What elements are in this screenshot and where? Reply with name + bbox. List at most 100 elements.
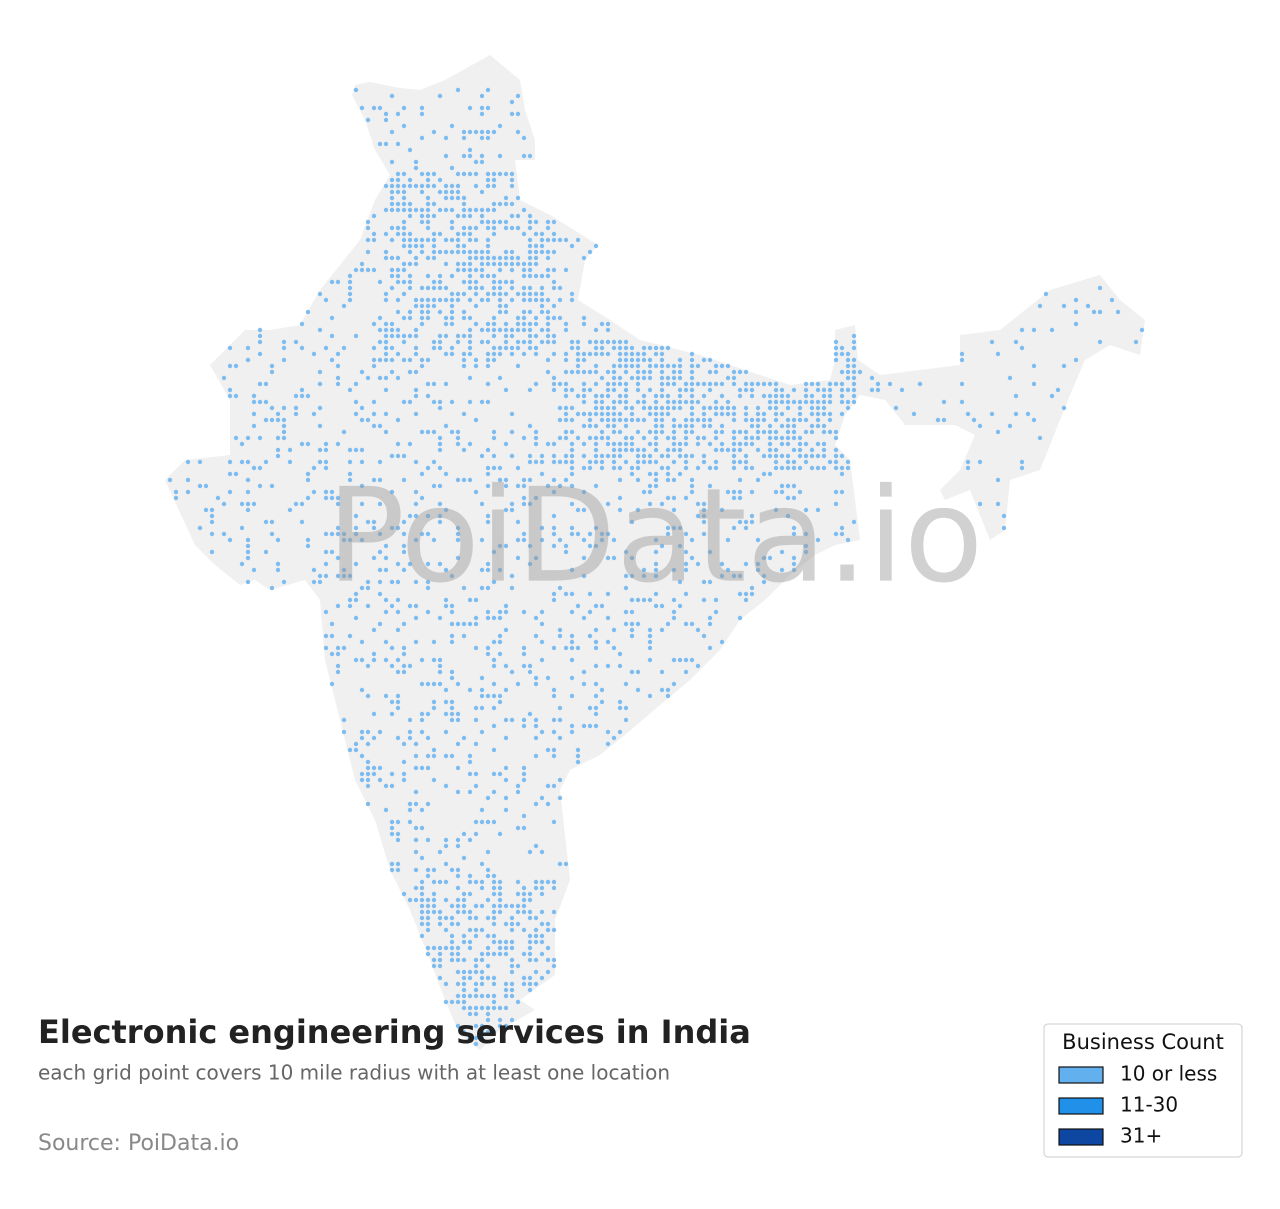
grid-point: [305, 543, 311, 549]
grid-point: [431, 747, 437, 753]
grid-point: [347, 285, 353, 291]
grid-point: [413, 261, 419, 267]
grid-point: [431, 891, 437, 897]
grid-point: [395, 189, 401, 195]
grid-point: [659, 423, 665, 429]
grid-point: [557, 483, 563, 489]
grid-point: [1001, 513, 1007, 519]
grid-point: [467, 759, 473, 765]
grid-point: [557, 237, 563, 243]
grid-point: [497, 267, 503, 273]
grid-point: [383, 639, 389, 645]
grid-point: [785, 393, 791, 399]
grid-point: [437, 249, 443, 255]
grid-point: [509, 225, 515, 231]
grid-point: [593, 681, 599, 687]
grid-point: [485, 483, 491, 489]
grid-point: [995, 501, 1001, 507]
grid-point: [611, 423, 617, 429]
grid-point: [557, 315, 563, 321]
grid-point: [545, 249, 551, 255]
grid-point: [491, 921, 497, 927]
grid-point: [401, 315, 407, 321]
grid-point: [509, 255, 515, 261]
grid-point: [461, 903, 467, 909]
grid-point: [503, 795, 509, 801]
grid-point: [449, 345, 455, 351]
grid-point: [467, 1011, 473, 1017]
grid-point: [407, 213, 413, 219]
grid-point: [617, 441, 623, 447]
grid-point: [623, 417, 629, 423]
grid-point: [671, 369, 677, 375]
grid-point: [389, 783, 395, 789]
grid-point: [599, 465, 605, 471]
grid-point: [473, 279, 479, 285]
grid-point: [467, 231, 473, 237]
grid-point: [185, 459, 191, 465]
grid-point: [479, 399, 485, 405]
grid-point: [749, 381, 755, 387]
grid-point: [425, 579, 431, 585]
grid-point: [695, 417, 701, 423]
grid-point: [767, 399, 773, 405]
grid-point: [629, 411, 635, 417]
grid-point: [389, 321, 395, 327]
grid-point: [389, 579, 395, 585]
grid-point: [515, 363, 521, 369]
grid-point: [347, 633, 353, 639]
grid-point: [509, 333, 515, 339]
grid-point: [479, 819, 485, 825]
grid-point: [491, 129, 497, 135]
grid-point: [395, 657, 401, 663]
grid-point: [725, 537, 731, 543]
grid-point: [719, 405, 725, 411]
grid-point: [395, 279, 401, 285]
grid-point: [521, 777, 527, 783]
grid-point: [419, 105, 425, 111]
grid-point: [443, 471, 449, 477]
grid-point: [455, 945, 461, 951]
grid-point: [455, 921, 461, 927]
grid-point: [365, 729, 371, 735]
grid-point: [383, 255, 389, 261]
grid-point: [545, 339, 551, 345]
grid-point: [239, 501, 245, 507]
grid-point: [659, 603, 665, 609]
grid-point: [671, 363, 677, 369]
grid-point: [629, 417, 635, 423]
grid-point: [317, 573, 323, 579]
grid-point: [437, 561, 443, 567]
grid-point: [587, 531, 593, 537]
grid-point: [209, 507, 215, 513]
grid-point: [401, 567, 407, 573]
grid-point: [533, 981, 539, 987]
grid-point: [491, 225, 497, 231]
grid-point: [455, 837, 461, 843]
grid-point: [689, 489, 695, 495]
grid-point: [611, 429, 617, 435]
grid-point: [815, 453, 821, 459]
grid-point: [353, 381, 359, 387]
grid-point: [503, 939, 509, 945]
grid-point: [569, 243, 575, 249]
grid-point: [593, 339, 599, 345]
grid-point: [353, 657, 359, 663]
grid-point: [689, 423, 695, 429]
grid-point: [1037, 303, 1043, 309]
grid-point: [749, 435, 755, 441]
grid-point: [827, 417, 833, 423]
grid-point: [821, 405, 827, 411]
grid-point: [539, 327, 545, 333]
grid-point: [731, 447, 737, 453]
grid-point: [545, 957, 551, 963]
grid-point: [485, 873, 491, 879]
grid-point: [677, 579, 683, 585]
grid-point: [563, 351, 569, 357]
grid-point: [329, 621, 335, 627]
grid-point: [227, 393, 233, 399]
grid-point: [569, 387, 575, 393]
grid-point: [557, 285, 563, 291]
grid-point: [503, 543, 509, 549]
grid-point: [395, 327, 401, 333]
